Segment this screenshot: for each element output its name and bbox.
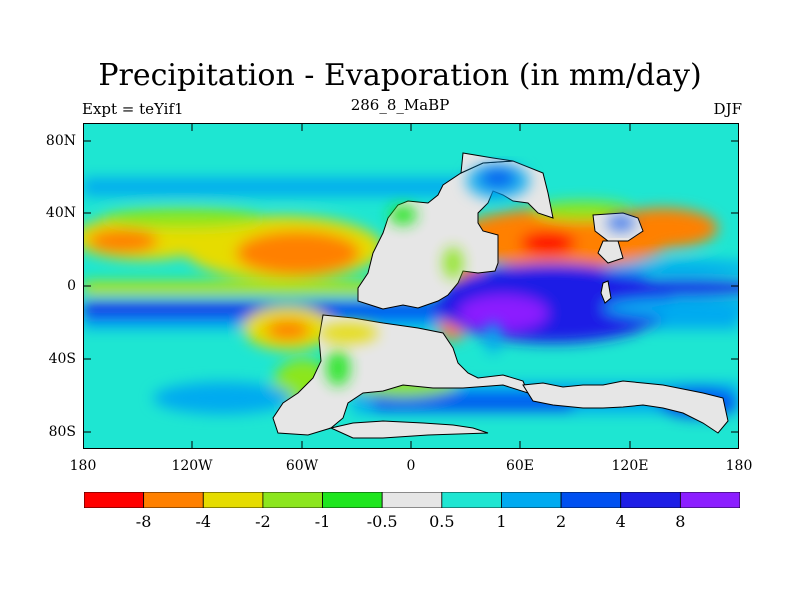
east-block-wet	[607, 215, 635, 231]
east-nh-blue	[603, 260, 739, 276]
colorbar-label: 8	[675, 512, 686, 531]
colorbar-label: 4	[615, 512, 626, 531]
pe-map	[83, 123, 739, 449]
east-tethys-wet	[593, 280, 739, 296]
colorbar-swatch	[143, 492, 204, 508]
lon-tick-120e: 120E	[611, 458, 649, 474]
siberia-block	[460, 152, 514, 174]
colorbar-swatch	[202, 492, 264, 508]
colorbar-swatch	[262, 492, 323, 508]
np-green	[103, 208, 263, 228]
season-label: DJF	[713, 100, 742, 118]
lon-tick-0: 0	[406, 458, 416, 474]
axis-ticks	[83, 123, 739, 449]
laurasia-continent	[357, 160, 554, 310]
gondwana-blue	[485, 322, 501, 354]
colorbar-label: 0.5	[429, 512, 455, 531]
colorbar-swatch	[322, 492, 383, 508]
colorbar-label: 2	[556, 512, 567, 531]
colorbar-swatch	[501, 492, 562, 508]
continent-wet-core	[480, 168, 516, 188]
colorbar-swatch	[620, 492, 681, 508]
south-china-block	[600, 280, 612, 304]
lon-tick-60w: 60W	[285, 458, 319, 474]
sh-wet-core	[83, 305, 333, 315]
laurasia-green-2	[443, 247, 463, 279]
colorbar	[84, 492, 740, 508]
colorbar-label: -1	[314, 512, 331, 531]
antarctica-continent	[329, 420, 489, 439]
sp-dry-orange	[266, 320, 310, 340]
colorbar-label: 1	[496, 512, 507, 531]
itcz-yellow	[83, 285, 413, 293]
atl-dry-orange	[236, 231, 360, 275]
colorbar-swatch	[441, 492, 502, 508]
tethys-red	[520, 231, 576, 255]
colorbar-swatch	[560, 492, 622, 508]
gondwana-green	[326, 350, 350, 386]
lat-tick-0: 0	[67, 278, 76, 294]
east-asia-block-2	[597, 240, 624, 264]
colorbar-swatch	[84, 492, 145, 508]
chart-title: Precipitation - Evaporation (in mm/day)	[98, 58, 702, 93]
east-tethys-blue	[603, 298, 739, 318]
lat-tick-40n: 40N	[45, 205, 76, 221]
colorbar-label: -0.5	[366, 512, 398, 531]
experiment-label: Expt = teYif1	[82, 100, 184, 118]
lon-tick-60e: 60E	[505, 458, 535, 474]
subtitle-label: 286_8_MaBP	[350, 96, 450, 114]
colorbar-label: -2	[255, 512, 271, 531]
lon-tick-120w: 120W	[171, 458, 213, 474]
colorbar-swatch	[381, 492, 443, 508]
lat-tick-40s: 40S	[48, 351, 76, 367]
lat-tick-80n: 80N	[45, 133, 76, 149]
so-west-blue	[153, 382, 293, 414]
laurasia-green-1	[389, 205, 417, 225]
lon-tick-180e: 180	[725, 458, 753, 474]
gondwana-continent	[272, 314, 529, 436]
np-dry-orange	[88, 229, 158, 253]
colorbar-swatch	[679, 492, 740, 508]
southern-ocean-core	[373, 393, 573, 411]
colorbar-label: -8	[135, 512, 152, 531]
gondwana-yellow	[318, 323, 378, 343]
lat-tick-80s: 80S	[48, 424, 76, 440]
lon-tick-180w: 180	[69, 458, 97, 474]
australia-continent	[522, 380, 729, 434]
tethys-wet-core	[458, 295, 548, 331]
colorbar-label: -4	[195, 512, 212, 531]
nh-storm-band	[83, 178, 503, 196]
